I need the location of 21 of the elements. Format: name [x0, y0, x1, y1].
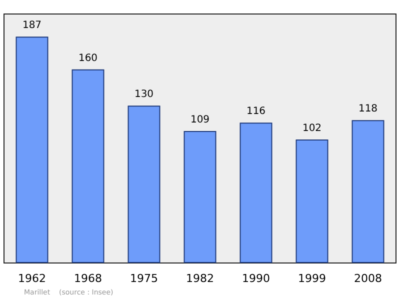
bar	[240, 122, 272, 263]
bar	[16, 36, 48, 263]
x-tick-label: 1962	[18, 272, 46, 285]
x-tick-label: 1982	[186, 272, 214, 285]
bar	[128, 106, 160, 263]
bar	[352, 120, 384, 263]
x-tick-label: 1975	[130, 272, 158, 285]
data-label: 160	[78, 52, 98, 64]
bar	[296, 140, 328, 263]
x-tick-label: 1999	[298, 272, 326, 285]
data-label: 102	[302, 123, 322, 134]
data-label: 109	[190, 114, 210, 126]
x-tick-label: 2008	[354, 272, 382, 285]
data-label: 116	[246, 106, 266, 118]
data-label: 118	[358, 104, 378, 115]
data-label: 187	[22, 20, 42, 32]
x-tick-label: 1968	[74, 272, 102, 285]
bar	[184, 131, 216, 263]
x-tick-label: 1990	[242, 272, 270, 285]
bar	[72, 69, 104, 263]
data-label: 130	[134, 89, 154, 100]
